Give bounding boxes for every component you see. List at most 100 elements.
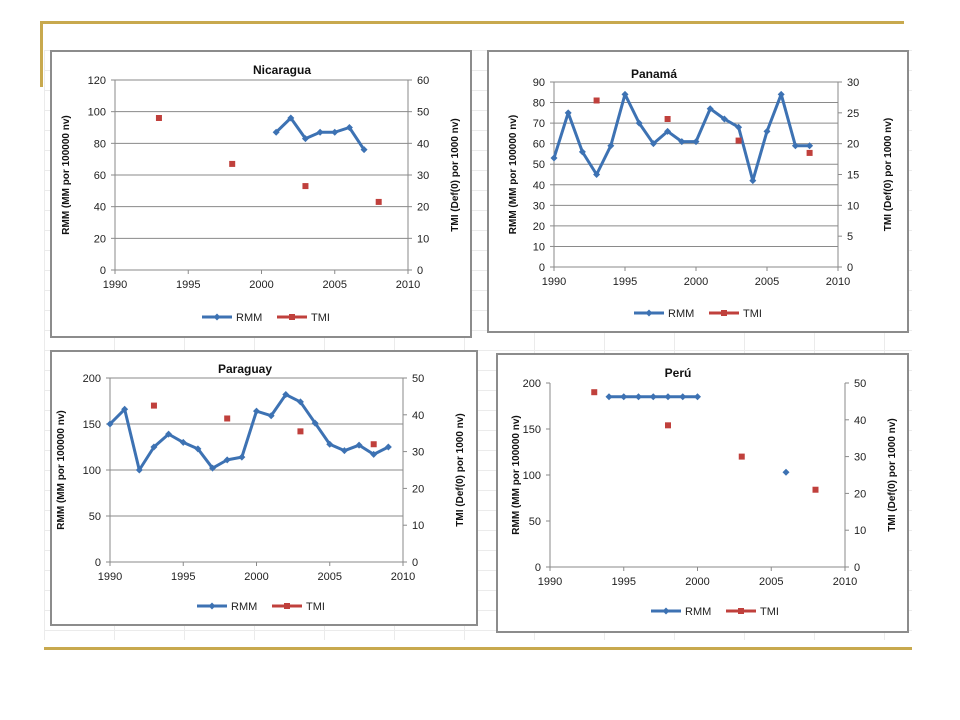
y-tick-label: 150	[83, 419, 101, 431]
rmm-data-point	[593, 171, 601, 178]
chart-legend: RMM TMI	[197, 601, 325, 613]
rmm-data-point	[605, 393, 613, 401]
rmm-data-point	[664, 127, 672, 135]
y-tick-label: 0	[100, 265, 106, 277]
legend-tmi-label: TMI	[306, 601, 325, 613]
y2-tick-label: 25	[847, 108, 859, 120]
y-tick-label: 0	[539, 262, 545, 274]
top-accent-line	[40, 21, 904, 24]
rmm-data-point	[209, 464, 217, 472]
y-tick-label: 150	[523, 424, 541, 436]
y2-tick-label: 20	[847, 139, 859, 151]
y2-tick-label: 30	[412, 447, 424, 459]
tmi-data-point	[224, 415, 231, 422]
legend-tmi-marker	[289, 314, 295, 320]
rmm-data-point	[621, 90, 629, 98]
x-tick-label: 1995	[171, 571, 195, 583]
rmm-data-point	[345, 124, 353, 131]
y-tick-label: 70	[533, 118, 545, 130]
legend-rmm-marker	[208, 602, 216, 610]
y-axis-label: RMM (MM por 100000 nv)	[61, 115, 72, 234]
rmm-data-point	[331, 128, 339, 136]
rmm-data-point	[316, 128, 324, 136]
chart-legend: RMM TMI	[202, 312, 330, 324]
x-tick-label: 1995	[176, 279, 200, 291]
y2-axis-label: TMI (Def(0) por 1000 nv)	[455, 413, 466, 526]
legend-tmi-label: TMI	[760, 606, 779, 618]
x-tick-label: 2005	[755, 276, 779, 288]
y-axis-label: RMM (MM por 100000 nv)	[56, 410, 67, 529]
rmm-data-point	[782, 468, 790, 476]
y2-tick-label: 50	[412, 373, 424, 385]
tmi-data-point	[302, 183, 309, 190]
chart-title: Perú	[665, 366, 692, 380]
tmi-data-point	[812, 486, 819, 493]
chart-panel-paraguay: 1990 1995 2000 2005 2010 0 50 100 150 200 0 10 20 30 4…	[50, 350, 478, 626]
rmm-data-point	[121, 405, 129, 413]
y2-tick-label: 30	[847, 77, 859, 89]
chart-legend: RMM TMI	[634, 308, 762, 320]
y-tick-label: 20	[94, 233, 106, 245]
rmm-data-point	[635, 119, 643, 127]
y2-tick-label: 10	[854, 525, 866, 537]
x-tick-label: 1990	[98, 571, 122, 583]
chart-title: Paraguay	[218, 362, 272, 376]
chart-panel-peru: 1990 1995 2000 2005 2010 0 50 100 150 200 0 10 20 30 4…	[496, 353, 909, 633]
chart-svg: 1990 1995 2000 2005 201001020304050607080900…	[508, 67, 894, 320]
tmi-data-point	[375, 198, 382, 205]
y2-tick-label: 30	[854, 452, 866, 464]
rmm-data-point	[664, 393, 672, 401]
legend-rmm-marker	[662, 607, 670, 615]
legend-rmm-marker	[645, 309, 653, 317]
rmm-data-point	[223, 456, 231, 464]
rmm-data-point	[649, 140, 657, 148]
chart-svg: 1990 1995 2000 2005 2010 0 20 40 60 80 100 120 0 10 20…	[61, 63, 461, 324]
y2-tick-label: 40	[854, 415, 866, 427]
y-tick-label: 0	[535, 562, 541, 574]
y-tick-label: 100	[88, 107, 106, 119]
x-tick-label: 2000	[244, 571, 268, 583]
rmm-data-point	[311, 419, 319, 427]
legend-rmm-label: RMM	[231, 601, 257, 613]
y2-axis-label: TMI (Def(0) por 1000 nv)	[887, 418, 898, 531]
tmi-data-point	[229, 160, 236, 167]
rmm-data-point	[620, 393, 628, 401]
rmm-data-point	[564, 109, 572, 117]
y2-tick-label: 0	[417, 265, 423, 277]
legend-tmi-label: TMI	[743, 308, 762, 320]
y2-tick-label: 20	[417, 202, 429, 214]
tmi-data-point	[664, 116, 671, 122]
y2-tick-label: 0	[412, 557, 418, 569]
y2-tick-label: 15	[847, 170, 859, 182]
legend-tmi-marker	[721, 310, 727, 316]
x-tick-label: 1990	[542, 276, 566, 288]
rmm-data-point	[694, 393, 701, 401]
rmm-data-point	[296, 398, 304, 406]
y2-tick-label: 10	[412, 520, 424, 532]
y2-axis-label: TMI (Def(0) por 1000 nv)	[450, 118, 461, 231]
chart-svg: 1990 1995 2000 2005 201005010015020001020304…	[56, 362, 466, 613]
legend-tmi-marker	[738, 608, 744, 614]
y2-tick-label: 50	[854, 378, 866, 390]
legend-tmi-label: TMI	[311, 312, 330, 324]
rmm-data-point	[106, 420, 114, 428]
legend-rmm-label: RMM	[236, 312, 262, 324]
legend-tmi-marker	[284, 603, 290, 609]
rmm-data-point	[384, 443, 392, 451]
y-tick-label: 120	[88, 75, 106, 87]
y2-tick-label: 40	[412, 410, 424, 422]
y2-tick-label: 10	[847, 200, 859, 212]
tmi-data-point	[593, 97, 600, 104]
rmm-data-point	[135, 466, 143, 474]
y-tick-label: 60	[533, 139, 545, 151]
tmi-data-point	[297, 428, 304, 435]
rmm-data-point	[150, 443, 158, 451]
y-tick-label: 100	[83, 465, 101, 477]
rmm-data-point	[267, 412, 275, 420]
y-tick-label: 50	[89, 511, 101, 523]
x-tick-label: 2010	[833, 576, 857, 588]
rmm-data-point	[370, 450, 378, 458]
rmm-data-point	[282, 391, 290, 399]
tmi-data-point	[370, 441, 377, 448]
tmi-data-point	[665, 422, 671, 429]
